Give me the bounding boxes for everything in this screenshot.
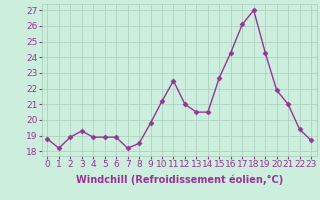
X-axis label: Windchill (Refroidissement éolien,°C): Windchill (Refroidissement éolien,°C) (76, 175, 283, 185)
